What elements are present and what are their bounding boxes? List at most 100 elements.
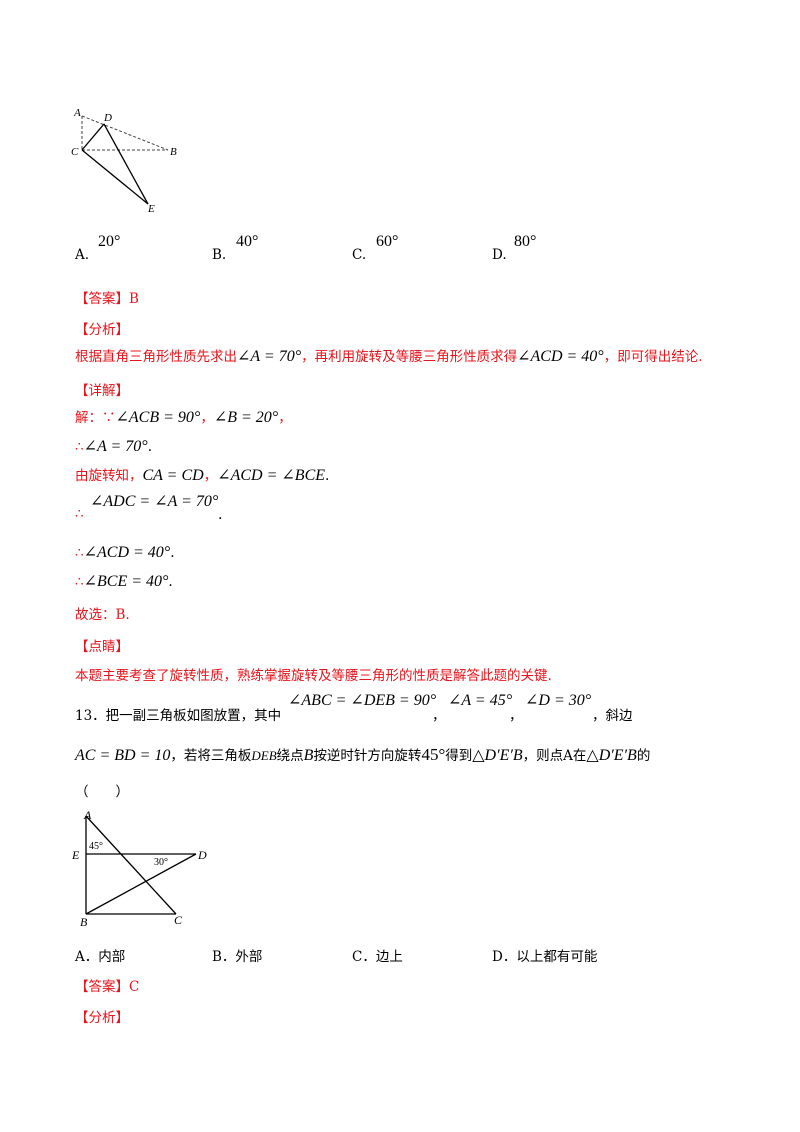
q13-option-b: B．外部 — [212, 945, 262, 965]
fig1-label-a: A — [73, 107, 81, 119]
q13-line2-text-2: 绕点 — [276, 748, 304, 764]
detail-heading: 【详解】 — [75, 383, 129, 399]
analysis-text-2: ，再利用旋转及等腰三角形性质求得 — [301, 349, 518, 365]
q12-option-d-value: 80° — [514, 233, 537, 250]
q13-option-d: D．以上都有可能 — [492, 945, 597, 965]
detail-line1-prefix: 解：∵ — [75, 410, 116, 426]
detail-line-2: ∴∠A = 70°. — [75, 436, 152, 456]
q13-option-a-letter: A． — [75, 949, 99, 965]
q13-line-3: （ ） — [75, 784, 129, 800]
detail-line6-math: ∠BCE = 40° — [83, 573, 169, 590]
fig2-label-d: D — [197, 848, 207, 862]
q12-option-b-value: 40° — [236, 233, 259, 250]
q13-math-angle-a: ∠A = 45° — [448, 692, 513, 709]
comment-text: 本题主要考查了旋转性质，熟练掌握旋转及等腰三角形的性质是解答此题的关键. — [75, 668, 552, 684]
fig2-label-e: E — [71, 848, 80, 862]
q12-option-d-letter: D. — [492, 247, 507, 263]
detail-line6-prefix: ∴ — [75, 574, 84, 590]
q13-option-b-value: 外部 — [235, 949, 263, 965]
detail-line5-end: . — [170, 545, 175, 561]
analysis-math-angle-a: ∠A = 70° — [237, 348, 302, 365]
q13-option-c-letter: C． — [352, 949, 376, 965]
q13-line1-prefix: 13．把一副三角板如图放置，其中 — [75, 708, 282, 724]
fig1-label-d: D — [103, 112, 112, 124]
q13-line2-text-6: 的 — [636, 748, 651, 764]
fig2-angle-45: 45° — [89, 841, 103, 852]
detail-line1-end: ， — [278, 410, 292, 426]
answer13-heading: 【答案】 — [75, 979, 129, 995]
detail-line-1: 解：∵∠ACB = 90°，∠B = 20°， — [75, 406, 292, 427]
detail-line2-prefix: ∴ — [75, 439, 84, 455]
q12-option-c-value: 60° — [376, 233, 399, 250]
fig2-label-b: B — [80, 915, 88, 928]
comment-heading: 【点睛】 — [75, 639, 129, 655]
q13-line2-text-5: ，则点A在 — [522, 748, 587, 764]
q13-option-c-value: 边上 — [375, 949, 403, 965]
q13-math-angle-d: ∠D = 30° — [525, 692, 592, 709]
answer-13: 【答案】C — [75, 975, 139, 995]
q13-line-1: 13．把一副三角板如图放置，其中 — [75, 704, 281, 724]
detail-line6-end: . — [168, 574, 173, 590]
analysis-heading: 【分析】 — [75, 322, 129, 338]
detail-line3-prefix: 由旋转知， — [75, 468, 143, 484]
detail-line-5: ∴∠ACD = 40°. — [75, 542, 175, 562]
q13-math-angles-right: ∠ABC = ∠DEB = 90° — [288, 692, 437, 709]
q13-line2-text-3: 按逆时针方向旋转 — [313, 748, 422, 764]
q13-line2-math-2: DEB — [251, 748, 277, 763]
q13-line2-text-1: ，若将三角板 — [170, 748, 252, 764]
analysis-text-3: ，即可得出结论. — [603, 349, 703, 365]
answer-heading: 【答案】 — [75, 291, 129, 307]
q13-line2-math-6: △D′E′B — [586, 747, 637, 764]
q13-line2-math-4: 45° — [421, 745, 446, 764]
fig2-label-c: C — [174, 913, 183, 927]
detail-line-3: 由旋转知，CA = CD，∠ACD = ∠BCE. — [75, 464, 329, 485]
detail-line-7: 故选：B. — [75, 607, 130, 623]
q13-line2-math-5: △D′E′B — [472, 747, 523, 764]
figure-rotation-triangles: A D C B E — [71, 107, 177, 215]
analysis13-heading: 【分析】 — [75, 1010, 129, 1026]
q13-line-2: AC = BD = 10，若将三角板DEB绕点B按逆时针方向旋转45°得到△D′… — [75, 744, 650, 765]
detail-line4-end: . — [218, 506, 223, 523]
detail-line1-math-1: ∠ACB = 90° — [115, 409, 201, 426]
q13-option-d-letter: D． — [492, 949, 517, 965]
q13-line2-text-4: 得到 — [445, 748, 473, 764]
q13-line2-math-3: B — [303, 747, 314, 764]
answer-12: 【答案】B — [75, 287, 139, 307]
q13-option-c: C．边上 — [352, 945, 403, 965]
fig1-label-c: C — [71, 146, 79, 158]
detail-line2-end: . — [147, 439, 152, 455]
q12-option-c-letter: C. — [352, 247, 367, 263]
q12-option-a-letter: A. — [75, 247, 90, 263]
detail-line1-math-2: ∠B = 20° — [213, 409, 279, 426]
fig2-label-a: A — [83, 808, 92, 822]
q13-line2-math-1: AC = BD = 10 — [75, 747, 171, 764]
figure-set-squares: A E D B C 45° 30° — [71, 808, 207, 928]
detail-line5-math: ∠ACD = 40° — [83, 544, 171, 561]
q13-sep-1: ， — [432, 708, 446, 724]
detail-line-4: ∠ADC = ∠A = 70°. — [90, 491, 222, 523]
detail-line-4-prefix: ∴ — [75, 506, 84, 522]
detail-line5-prefix: ∴ — [75, 545, 84, 561]
detail-line-6: ∴∠BCE = 40°. — [75, 571, 173, 591]
analysis-12-text: 根据直角三角形性质先求出∠A = 70°，再利用旋转及等腰三角形性质求得∠ACD… — [75, 345, 703, 366]
q13-option-d-value: 以上都有可能 — [516, 949, 598, 965]
detail-line4-math: ∠ADC = ∠A = 70° — [90, 493, 219, 510]
detail-line3-math-2: ∠ACD = ∠BCE — [217, 467, 326, 484]
q12-option-a-value: 20° — [98, 233, 121, 250]
q13-option-b-letter: B． — [212, 949, 236, 965]
fig1-label-e: E — [147, 203, 155, 215]
analysis-text-1: 根据直角三角形性质先求出 — [75, 349, 237, 365]
q13-option-a: A．内部 — [75, 945, 125, 965]
detail-line3-end: . — [325, 468, 330, 484]
answer-value: B — [129, 291, 139, 307]
q13-sep-2: ， — [509, 708, 523, 724]
detail-line3-sep: ， — [203, 468, 218, 484]
q13-option-a-value: 内部 — [98, 949, 126, 965]
detail-line2-math: ∠A = 70° — [83, 438, 148, 455]
fig2-angle-30: 30° — [154, 857, 168, 868]
detail-line1-sep: ， — [200, 410, 214, 426]
q13-line1-end: ，斜边 — [592, 708, 633, 724]
answer13-value: C — [129, 979, 140, 995]
analysis-math-angle-acd: ∠ACD = 40° — [517, 348, 604, 365]
detail-line3-math-1: CA = CD — [142, 467, 204, 484]
